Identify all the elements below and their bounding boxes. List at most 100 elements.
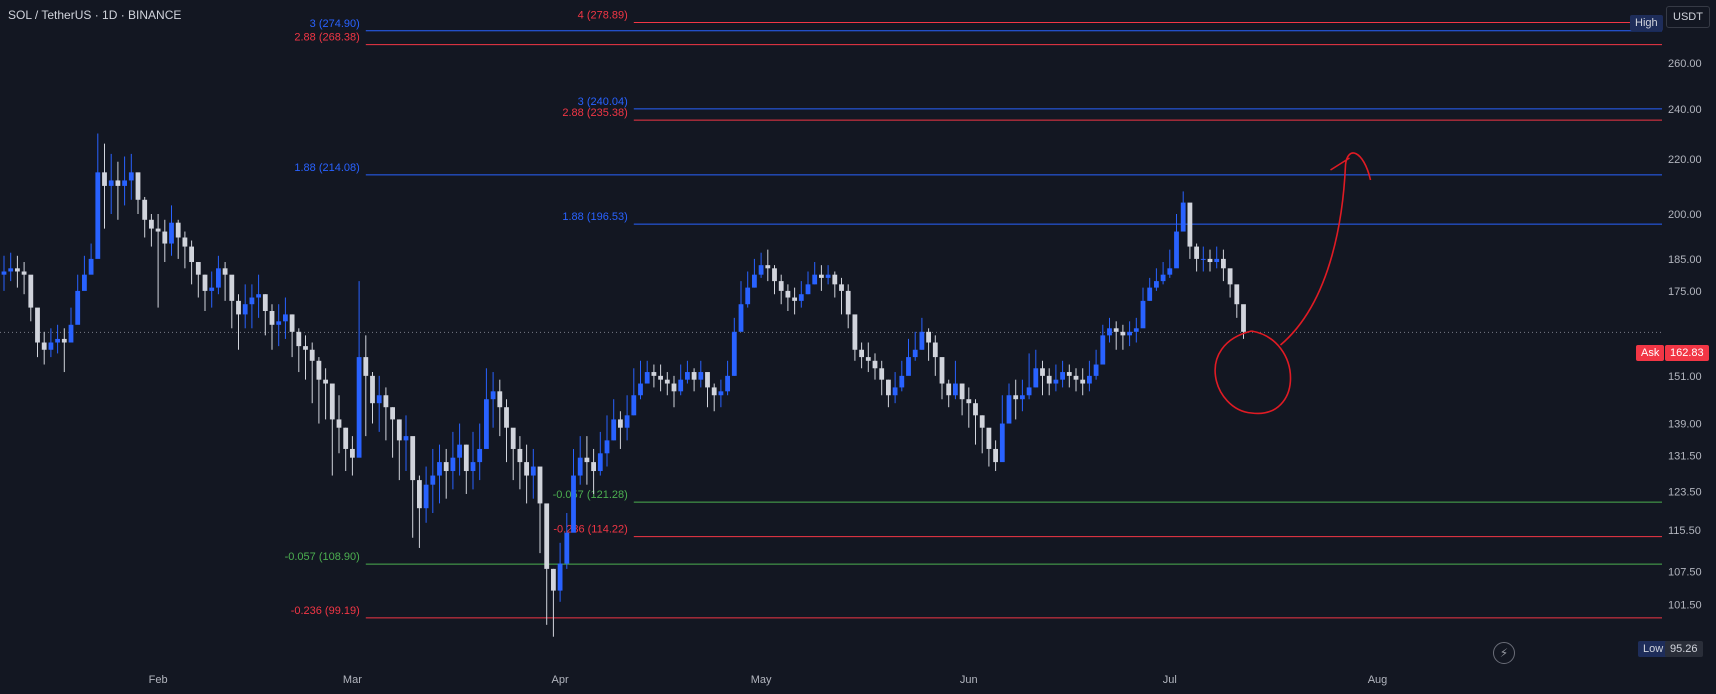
- candle[interactable]: [765, 249, 771, 282]
- candle[interactable]: [651, 364, 657, 388]
- candle[interactable]: [276, 304, 282, 347]
- candle[interactable]: [805, 271, 811, 295]
- candle[interactable]: [839, 277, 844, 315]
- candle[interactable]: [966, 387, 972, 428]
- candle[interactable]: [95, 133, 101, 259]
- candle[interactable]: [262, 294, 268, 336]
- candle[interactable]: [658, 364, 663, 392]
- candle[interactable]: [591, 448, 596, 494]
- candle[interactable]: [61, 328, 67, 373]
- candle[interactable]: [1154, 268, 1159, 291]
- candle[interactable]: [229, 274, 235, 329]
- candle[interactable]: [484, 368, 489, 449]
- candle[interactable]: [1006, 383, 1012, 424]
- candle[interactable]: [128, 153, 134, 200]
- candle[interactable]: [731, 317, 737, 376]
- candle[interactable]: [1127, 321, 1132, 347]
- candle[interactable]: [718, 379, 724, 408]
- candle[interactable]: [135, 172, 141, 214]
- candle[interactable]: [711, 383, 717, 412]
- candle[interactable]: [430, 448, 436, 514]
- candle[interactable]: [470, 431, 476, 490]
- candle[interactable]: [423, 466, 429, 523]
- candle[interactable]: [993, 440, 998, 472]
- candle[interactable]: [175, 219, 181, 259]
- candle[interactable]: [41, 331, 47, 365]
- lightning-icon[interactable]: ⚡: [1493, 642, 1515, 664]
- candle[interactable]: [195, 262, 201, 298]
- candle[interactable]: [912, 331, 918, 361]
- candle[interactable]: [303, 335, 308, 380]
- candle[interactable]: [671, 375, 677, 408]
- candle[interactable]: [316, 357, 322, 424]
- candle[interactable]: [1107, 317, 1112, 343]
- candle[interactable]: [886, 379, 891, 408]
- candle[interactable]: [1013, 379, 1019, 420]
- candle[interactable]: [510, 427, 516, 481]
- candle[interactable]: [457, 423, 462, 476]
- candle[interactable]: [323, 368, 328, 420]
- candle[interactable]: [758, 252, 764, 278]
- candle[interactable]: [986, 427, 992, 467]
- candle[interactable]: [35, 307, 40, 358]
- candle[interactable]: [108, 153, 114, 214]
- candle[interactable]: [557, 542, 563, 602]
- candle[interactable]: [778, 274, 784, 305]
- candle[interactable]: [999, 395, 1005, 463]
- candle[interactable]: [685, 360, 690, 384]
- candle[interactable]: [537, 466, 543, 554]
- candle[interactable]: [698, 360, 704, 388]
- candle[interactable]: [504, 399, 509, 463]
- candle[interactable]: [88, 243, 94, 275]
- candle[interactable]: [463, 444, 469, 494]
- candle[interactable]: [1180, 191, 1186, 232]
- candle[interactable]: [222, 262, 228, 301]
- candle[interactable]: [450, 431, 456, 490]
- candle[interactable]: [350, 436, 355, 476]
- candle[interactable]: [256, 274, 261, 318]
- candle[interactable]: [745, 271, 751, 308]
- candle[interactable]: [443, 448, 449, 499]
- red-circle-annotation[interactable]: [1214, 330, 1292, 415]
- candle[interactable]: [403, 415, 409, 472]
- candle[interactable]: [376, 375, 382, 432]
- candle[interactable]: [1234, 284, 1240, 318]
- candle[interactable]: [1160, 262, 1166, 285]
- candle[interactable]: [1033, 349, 1039, 388]
- candle[interactable]: [618, 411, 623, 449]
- candle[interactable]: [115, 161, 121, 220]
- candle[interactable]: [597, 431, 603, 476]
- candle[interactable]: [973, 399, 978, 445]
- candle[interactable]: [845, 284, 851, 329]
- candle[interactable]: [1073, 368, 1079, 392]
- candle[interactable]: [979, 415, 985, 454]
- candle[interactable]: [149, 213, 154, 247]
- candle[interactable]: [122, 156, 127, 206]
- candle[interactable]: [75, 274, 81, 325]
- candle[interactable]: [906, 338, 911, 376]
- candle[interactable]: [490, 372, 496, 428]
- candle[interactable]: [530, 448, 536, 499]
- candle[interactable]: [169, 205, 174, 256]
- candle[interactable]: [1167, 249, 1173, 278]
- candle[interactable]: [725, 360, 730, 396]
- candle[interactable]: [142, 196, 148, 238]
- candle[interactable]: [102, 143, 107, 229]
- candle[interactable]: [1066, 364, 1072, 388]
- candle[interactable]: [21, 262, 27, 295]
- candle[interactable]: [209, 271, 215, 308]
- candle[interactable]: [577, 436, 583, 485]
- candle[interactable]: [82, 255, 87, 291]
- candle[interactable]: [1100, 324, 1106, 365]
- candle[interactable]: [1241, 304, 1246, 339]
- candle[interactable]: [1194, 243, 1199, 272]
- candle[interactable]: [644, 360, 650, 384]
- candle[interactable]: [691, 368, 697, 392]
- candle[interactable]: [865, 342, 871, 373]
- candle[interactable]: [216, 255, 221, 295]
- candle[interactable]: [1087, 360, 1092, 392]
- candle[interactable]: [363, 335, 369, 437]
- candle[interactable]: [1207, 249, 1213, 272]
- candle[interactable]: [752, 258, 757, 288]
- candle[interactable]: [396, 419, 402, 481]
